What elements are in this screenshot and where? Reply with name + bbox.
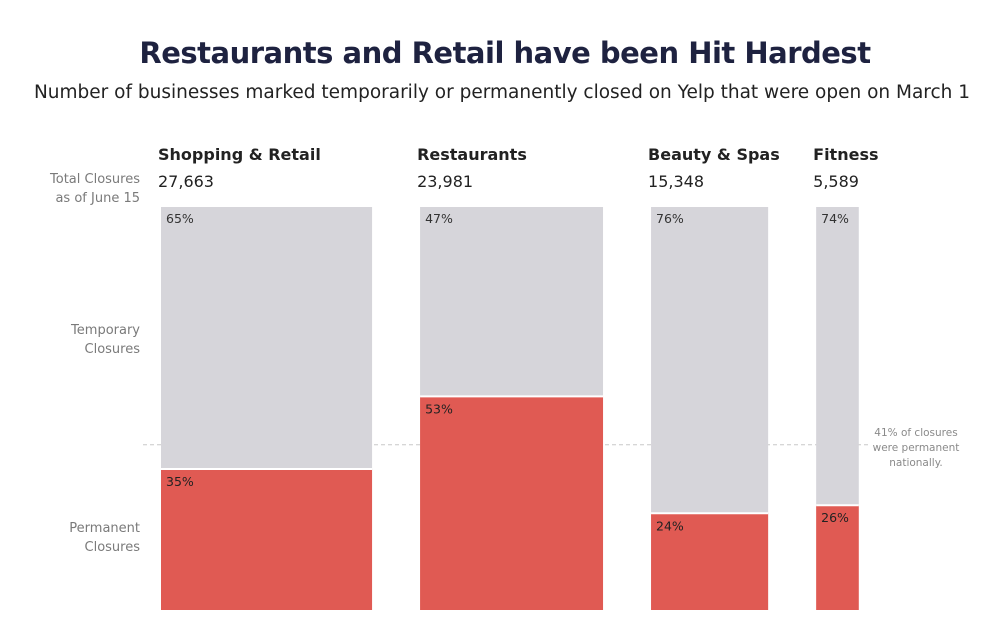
temporary-closures-label: Temporary Closures <box>10 321 140 359</box>
permanent-pct-label-beauty-and-spas: 24% <box>656 518 684 533</box>
total-closures-label-line2: as of June 15 <box>55 191 140 206</box>
temporary-closures-label-line2: Closures <box>84 342 141 357</box>
category-label-fitness: Fitness <box>813 145 878 164</box>
permanent-pct-label-restaurants: 53% <box>425 401 453 416</box>
category-label-restaurants: Restaurants <box>417 145 527 164</box>
total-label-shopping-and-retail: 27,663 <box>158 172 214 191</box>
temporary-pct-label-beauty-and-spas: 76% <box>656 211 684 226</box>
permanent-pct-label-fitness: 26% <box>821 510 849 525</box>
chart-title: Restaurants and Retail have been Hit Har… <box>139 36 871 70</box>
bar-permanent-shopping-and-retail <box>161 468 373 610</box>
permanent-closures-label-line1: Permanent <box>69 521 140 536</box>
temporary-closures-label-line1: Temporary <box>71 323 140 338</box>
permanent-pct-label-shopping-and-retail: 35% <box>166 474 194 489</box>
total-label-fitness: 5,589 <box>813 172 859 191</box>
temporary-pct-label-restaurants: 47% <box>425 211 453 226</box>
total-label-restaurants: 23,981 <box>417 172 473 191</box>
total-closures-label: Total Closures as of June 15 <box>10 170 140 208</box>
chart-subtitle: Number of businesses marked temporarily … <box>33 82 971 103</box>
permanent-closures-label-line2: Closures <box>84 540 141 555</box>
category-label-beauty-and-spas: Beauty & Spas <box>648 145 780 164</box>
temporary-pct-label-shopping-and-retail: 65% <box>166 211 194 226</box>
bar-temporary-shopping-and-retail <box>161 207 373 469</box>
bar-temporary-fitness <box>816 207 859 506</box>
bar-permanent-restaurants <box>420 396 604 610</box>
total-closures-label-line1: Total Closures <box>50 172 140 187</box>
temporary-pct-label-fitness: 74% <box>821 211 849 226</box>
reference-annotation-line1: 41% of closures <box>874 427 957 439</box>
bar-temporary-beauty-and-spas <box>651 207 769 514</box>
bar-permanent-fitness <box>816 505 859 610</box>
total-label-beauty-and-spas: 15,348 <box>648 172 704 191</box>
permanent-closures-label: Permanent Closures <box>10 519 140 557</box>
bar-permanent-beauty-and-spas <box>651 513 769 610</box>
reference-annotation-line2: were permanent <box>873 442 960 454</box>
bar-temporary-restaurants <box>420 207 604 397</box>
category-label-shopping-and-retail: Shopping & Retail <box>158 145 321 164</box>
reference-annotation-line3: nationally. <box>889 457 943 469</box>
